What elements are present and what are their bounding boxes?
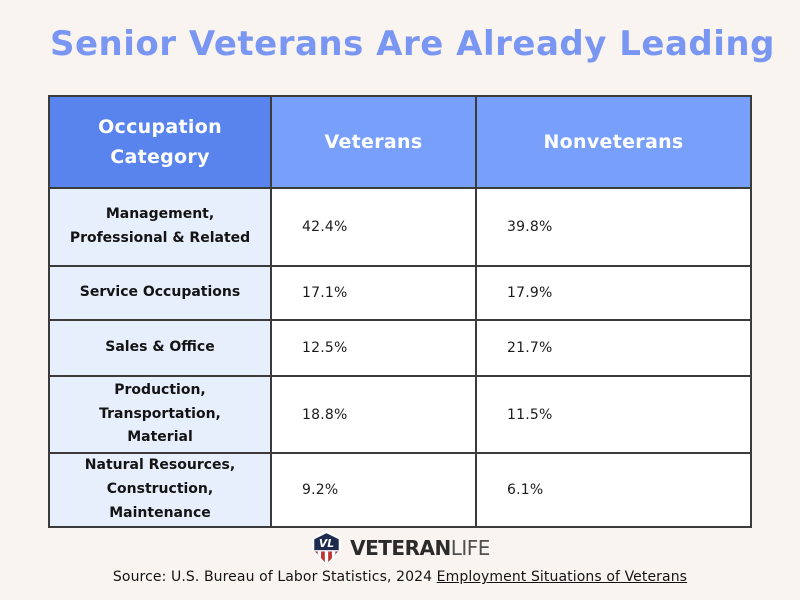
category-cell: Service Occupations [48, 265, 272, 321]
category-cell: Sales & Office [48, 319, 272, 377]
veteranlife-logo: VL VETERANLIFE [0, 527, 800, 569]
nonveterans-value-cell: 21.7% [475, 319, 752, 377]
veterans-value-cell: 12.5% [270, 319, 477, 377]
table-row: Management, Professional & Related 42.4%… [48, 187, 752, 267]
logo-wordmark: VETERANLIFE [350, 536, 490, 560]
source-link[interactable]: Employment Situations of Veterans [436, 569, 688, 585]
source-attribution: Source: U.S. Bureau of Labor Statistics,… [0, 569, 800, 585]
logo-wordmark-veteran: VETERAN [350, 536, 451, 560]
header-occupation-category: Occupation Category [48, 95, 272, 189]
table-header-row: Occupation Category Veterans Nonveterans [48, 95, 752, 189]
veterans-value-cell: 9.2% [270, 452, 477, 528]
page-title: Senior Veterans Are Already Leading [50, 24, 775, 64]
nonveterans-value-cell: 11.5% [475, 375, 752, 454]
veterans-value-cell: 17.1% [270, 265, 477, 321]
header-nonveterans: Nonveterans [475, 95, 752, 189]
table-row: Production, Transportation, Material 18.… [48, 375, 752, 454]
logo-monogram: VL [319, 536, 334, 549]
category-cell: Natural Resources, Construction, Mainten… [48, 452, 272, 528]
category-cell: Management, Professional & Related [48, 187, 272, 267]
source-text: Source: U.S. Bureau of Labor Statistics,… [112, 569, 437, 585]
veteranlife-shield-icon: VL [312, 530, 342, 566]
nonveterans-value-cell: 17.9% [475, 265, 752, 321]
header-veterans: Veterans [270, 95, 477, 189]
veterans-value-cell: 18.8% [270, 375, 477, 454]
logo-wordmark-life: LIFE [450, 536, 491, 560]
veterans-value-cell: 42.4% [270, 187, 477, 267]
nonveterans-value-cell: 39.8% [475, 187, 752, 267]
table-row: Sales & Office 12.5% 21.7% [48, 319, 752, 377]
nonveterans-value-cell: 6.1% [475, 452, 752, 528]
category-cell: Production, Transportation, Material [48, 375, 272, 454]
table-row: Natural Resources, Construction, Mainten… [48, 452, 752, 528]
table-row: Service Occupations 17.1% 17.9% [48, 265, 752, 321]
occupation-table: Occupation Category Veterans Nonveterans… [48, 95, 752, 528]
